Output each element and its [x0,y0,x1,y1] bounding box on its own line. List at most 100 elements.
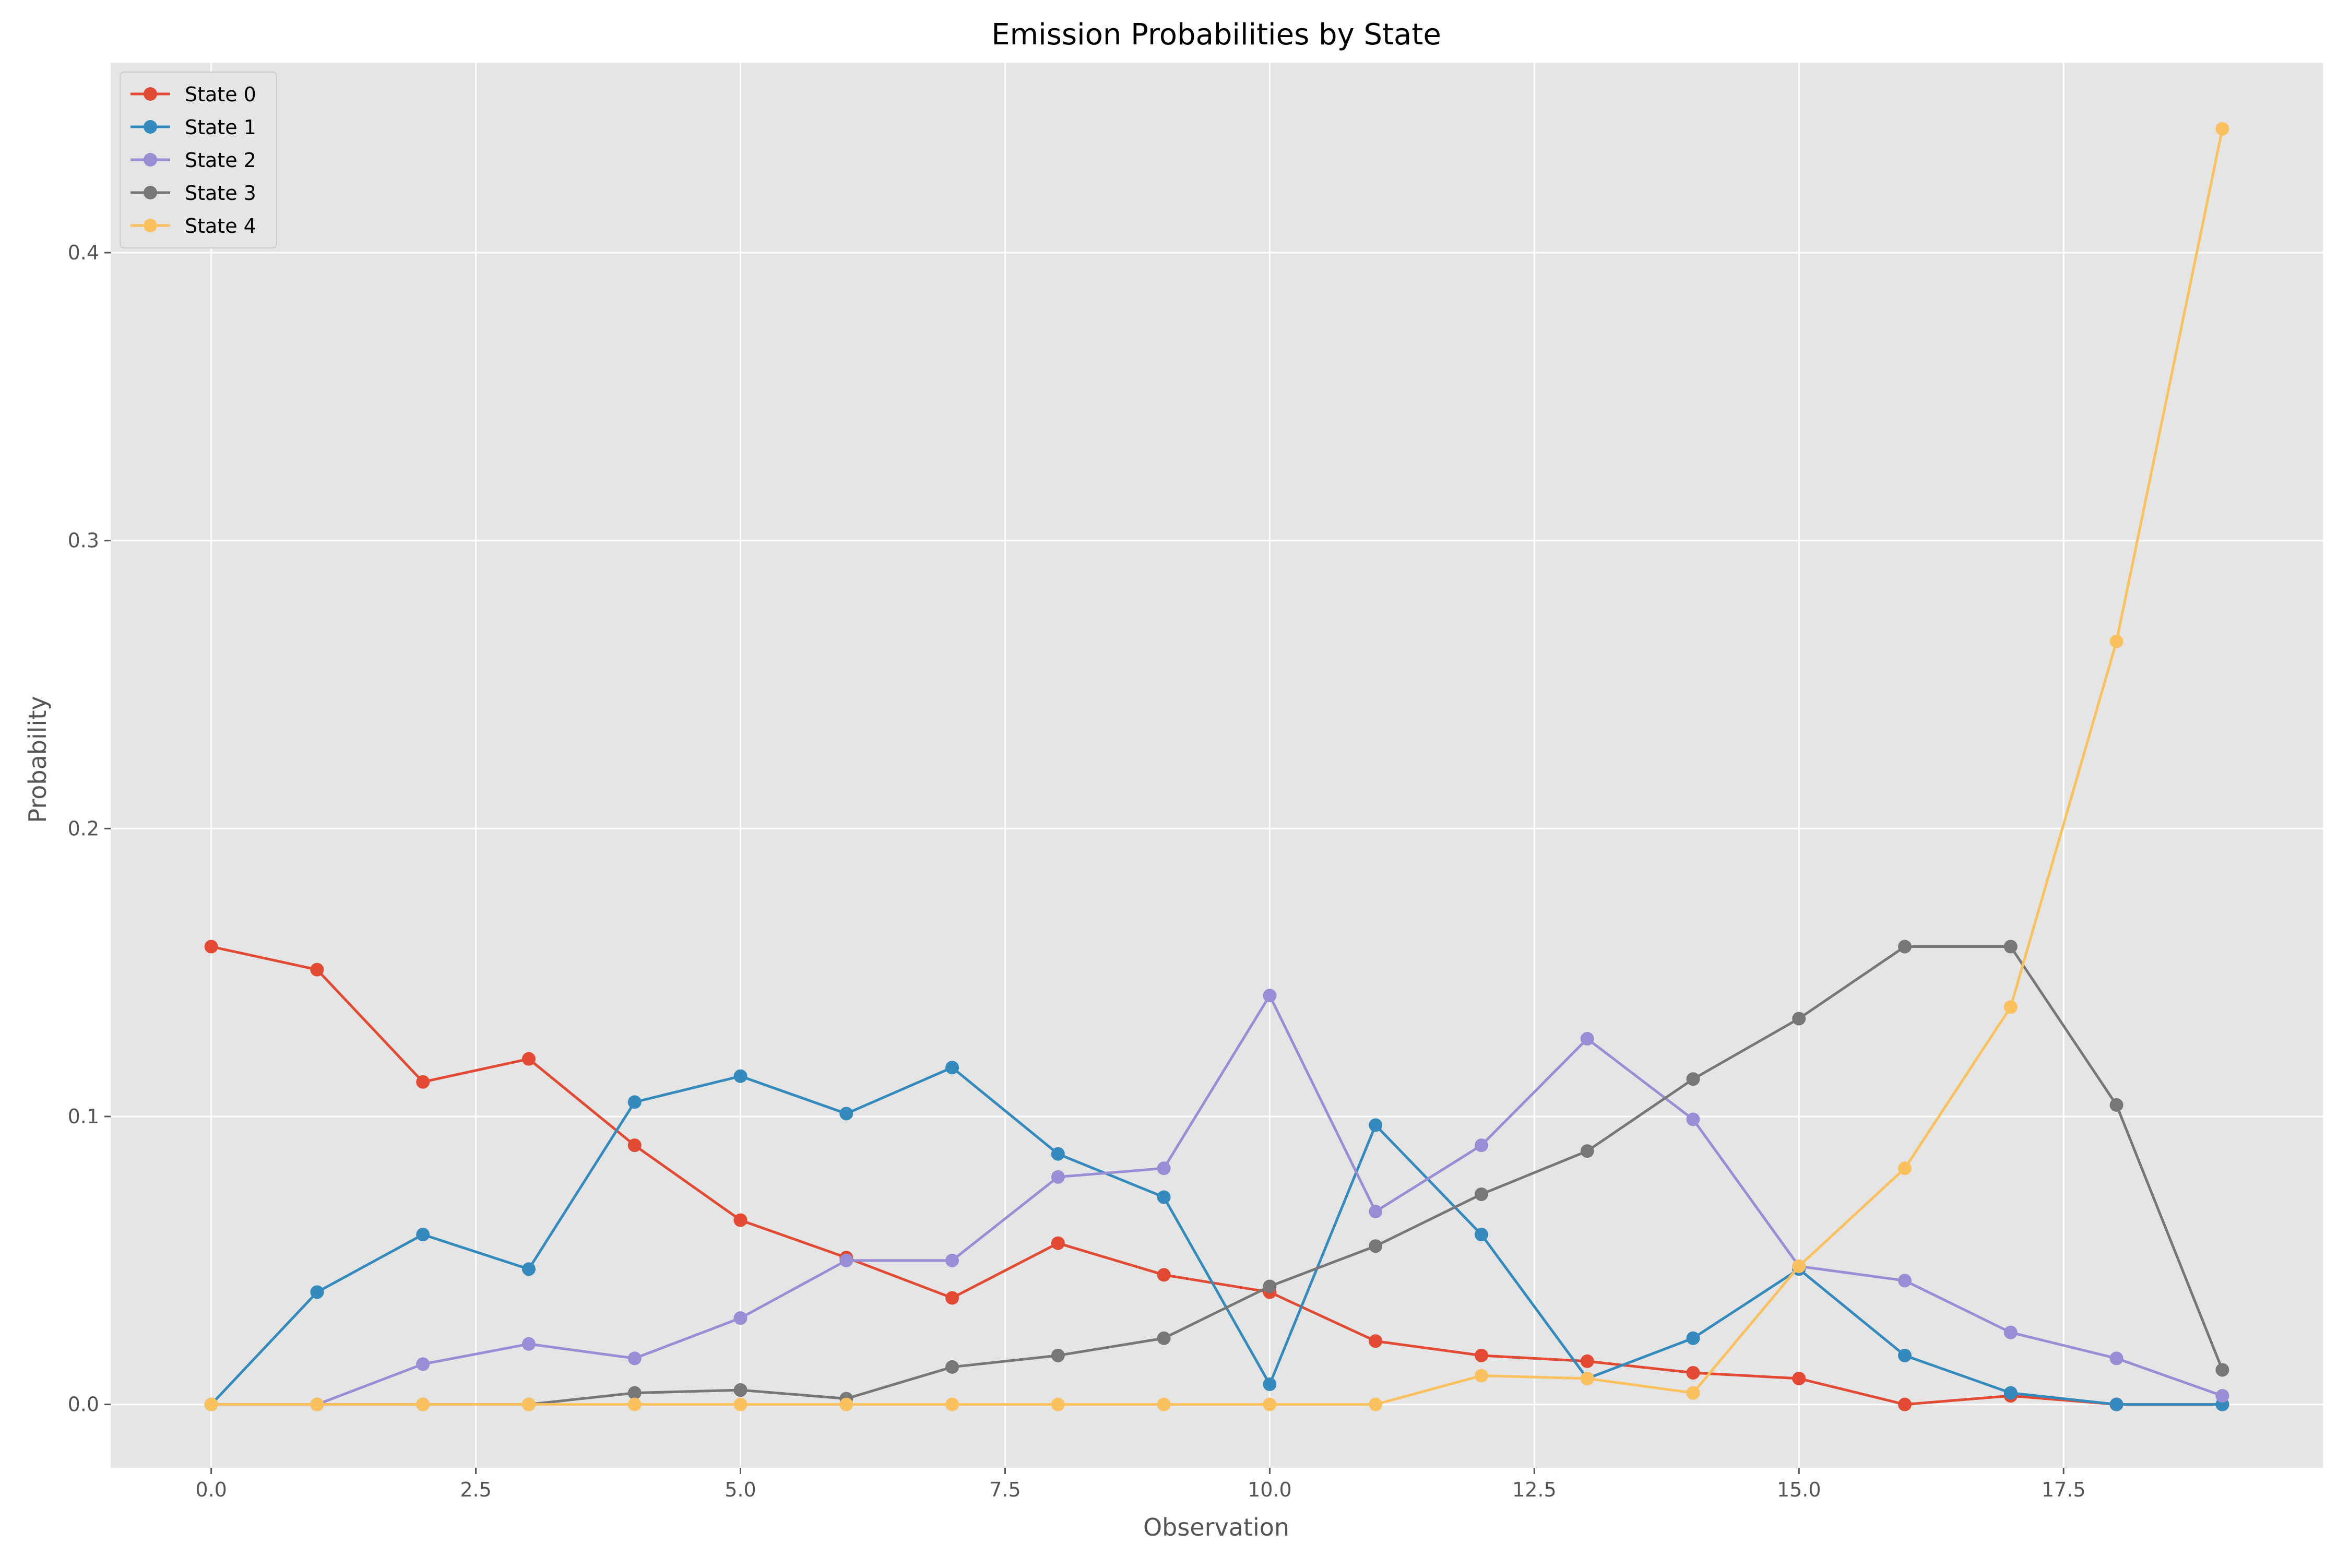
data-point [1474,1138,1488,1153]
data-point [839,1107,853,1121]
data-point [1686,1112,1700,1126]
x-tick-label: 0.0 [195,1478,227,1501]
data-point [1686,1331,1700,1345]
legend-marker [144,87,157,101]
data-point [310,1397,324,1411]
x-tick-label: 5.0 [725,1478,756,1501]
data-point [416,1357,430,1371]
series-line [211,945,2224,1406]
legend-label: State 1 [185,116,256,139]
data-point [1898,940,1912,954]
data-point [1051,1236,1065,1250]
series-0 [204,940,2229,1411]
y-tick-label: 0.3 [68,529,99,552]
series-4 [204,122,2229,1411]
axis-ticks: 0.0 2.5 5.0 7.5 10.0 12.5 15.0 17.5 0.0 0.1 0.2 0.3… [68,241,2086,1501]
data-point [627,1138,642,1153]
data-point [521,1337,536,1351]
data-point [1369,1118,1383,1132]
data-point [1474,1369,1488,1383]
data-point [1686,1072,1700,1086]
data-point [1898,1161,1912,1175]
data-point [1157,1190,1171,1204]
legend-marker [144,153,157,167]
data-point [1898,1397,1912,1411]
data-point [1369,1205,1383,1219]
x-axis-label: Observation [1143,1513,1289,1541]
data-point [1157,1331,1171,1345]
data-point [2215,1389,2229,1403]
legend-marker [144,120,157,134]
data-point [1580,1144,1594,1158]
data-point [1051,1147,1065,1161]
data-point [2215,122,2229,136]
data-point [1263,1279,1277,1293]
x-tick-label: 10.0 [1248,1478,1292,1501]
data-point [1686,1365,1700,1380]
legend-label: State 2 [185,149,256,172]
data-point [1157,1397,1171,1411]
series-line [210,1066,2223,1406]
data-point [1898,1274,1912,1288]
plot-area-background [111,63,2323,1468]
data-point [1263,1377,1277,1392]
legend: State 0 State 1 State 2 State 3 State 4 [120,72,277,248]
data-point [1474,1187,1488,1201]
data-point [2109,1098,2123,1112]
data-point [1898,1348,1912,1362]
data-point [310,1285,324,1299]
data-point [204,940,218,954]
data-point [945,1061,959,1075]
data-point [1686,1386,1700,1400]
x-tick-label: 15.0 [1777,1478,1821,1501]
legend-marker [144,186,157,199]
data-point [416,1075,430,1089]
data-point [1369,1397,1383,1411]
series-line [211,945,2223,1406]
legend-box [120,72,277,248]
data-point [204,1397,218,1411]
data-point [1157,1161,1171,1175]
data-point [2003,1386,2018,1400]
data-series [204,122,2229,1411]
data-point [2215,1363,2229,1377]
data-point [1051,1348,1065,1362]
series-line [211,128,2224,1406]
data-point [1580,1371,1594,1385]
data-point [1792,1259,1806,1273]
data-point [1580,1354,1594,1368]
data-point [945,1360,959,1374]
data-point [627,1351,642,1365]
x-tick-label: 12.5 [1512,1478,1557,1501]
data-point [416,1228,430,1242]
data-point [2109,1397,2123,1411]
y-tick-label: 0.0 [68,1393,99,1416]
x-tick-label: 7.5 [989,1478,1021,1501]
data-point [1051,1170,1065,1184]
data-point [2003,1325,2018,1339]
data-point [310,963,324,977]
data-point [1474,1348,1488,1362]
data-point [1263,989,1277,1003]
data-point [627,1386,642,1400]
chart-title: Emission Probabilities by State [991,18,1441,52]
data-point [521,1052,536,1066]
data-point [1369,1239,1383,1253]
legend-label: State 0 [185,83,256,106]
data-point [2003,940,2018,954]
data-point [733,1383,748,1397]
y-tick-label: 0.2 [68,817,99,840]
data-point [1369,1334,1383,1348]
data-point [627,1397,642,1411]
data-point [2109,634,2123,648]
y-tick-label: 0.1 [68,1105,99,1128]
data-point [733,1213,748,1227]
series-1 [204,1061,2229,1411]
series-line [211,994,2223,1406]
data-point [733,1311,748,1325]
data-point [945,1291,959,1305]
y-axis-label: Probability [23,696,52,823]
x-tick-label: 17.5 [2042,1478,2086,1501]
data-point [945,1253,959,1267]
